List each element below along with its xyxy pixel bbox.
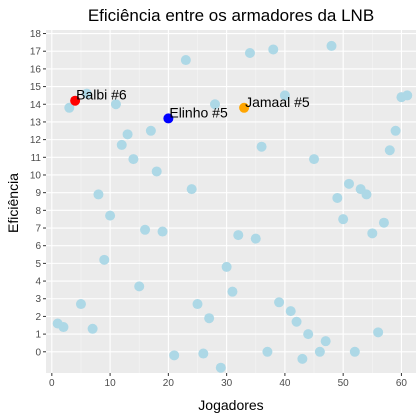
- y-tick-label: 2: [35, 312, 41, 323]
- data-point: [256, 141, 267, 152]
- data-point: [122, 129, 133, 140]
- data-point: [262, 346, 273, 357]
- data-point: [75, 299, 86, 310]
- data-point: [373, 327, 384, 338]
- data-point: [204, 313, 215, 324]
- x-tick-label: 20: [163, 378, 175, 389]
- data-point: [186, 184, 197, 195]
- y-tick-label: 0: [35, 347, 41, 358]
- data-point: [64, 102, 75, 113]
- data-point: [320, 336, 331, 347]
- data-point: [192, 299, 203, 310]
- y-tick-label: 4: [35, 277, 41, 288]
- data-point: [227, 286, 238, 297]
- y-tick-label: 3: [35, 294, 41, 305]
- data-point: [99, 254, 110, 265]
- data-point: [180, 55, 191, 66]
- point-label: Elinho #5: [169, 104, 228, 120]
- data-point: [110, 99, 121, 110]
- plot-panel: [46, 30, 416, 373]
- y-tick-label: 5: [35, 259, 41, 270]
- data-point: [169, 350, 180, 361]
- y-axis-title: Eficiência: [5, 173, 21, 233]
- data-point: [378, 217, 389, 228]
- data-point: [285, 306, 296, 317]
- grid-minor: [80, 30, 373, 373]
- data-point: [297, 353, 308, 364]
- y-tick-label: 1: [35, 330, 41, 341]
- y-tick-label: 17: [30, 47, 42, 58]
- data-point: [244, 47, 255, 58]
- x-tick-label: 10: [105, 378, 117, 389]
- data-point: [105, 210, 116, 221]
- highlighted-point: [163, 113, 174, 124]
- x-axis-ticks: 0 10 20 30 40 50 60: [49, 373, 407, 389]
- point-label: Balbi #6: [76, 87, 127, 103]
- y-tick-label: 15: [30, 82, 42, 93]
- data-point: [361, 189, 372, 200]
- data-point: [279, 90, 290, 101]
- y-tick-label: 11: [31, 153, 42, 164]
- data-point: [349, 346, 360, 357]
- data-point: [343, 178, 354, 189]
- y-tick-label: 12: [30, 135, 42, 146]
- data-point: [116, 139, 127, 150]
- data-point: [128, 154, 139, 165]
- data-point: [250, 233, 261, 244]
- data-point: [326, 40, 337, 51]
- point-labels: Balbi #6 Elinho #5 Jamaal #5: [76, 87, 310, 121]
- x-tick-label: 0: [49, 378, 55, 389]
- data-point: [309, 154, 320, 165]
- data-point: [221, 261, 232, 272]
- y-tick-label: 9: [35, 188, 41, 199]
- chart-title: Eficiência entre os armadores da LNB: [88, 6, 374, 25]
- highlighted-point: [70, 95, 81, 106]
- y-tick-label: 8: [35, 206, 41, 217]
- data-point: [314, 346, 325, 357]
- data-point: [140, 224, 151, 235]
- data-points: [52, 40, 413, 373]
- data-point: [145, 125, 156, 136]
- data-point: [209, 99, 220, 110]
- y-tick-label: 7: [35, 224, 41, 235]
- data-point: [268, 44, 279, 55]
- data-point: [151, 166, 162, 177]
- data-point: [157, 226, 168, 237]
- x-tick-label: 30: [221, 378, 233, 389]
- data-point: [215, 362, 226, 373]
- data-point: [402, 90, 413, 101]
- data-point: [390, 125, 401, 136]
- data-point: [58, 322, 69, 333]
- highlighted-point: [239, 102, 250, 113]
- y-tick-label: 14: [30, 100, 42, 111]
- data-point: [303, 329, 314, 340]
- y-tick-label: 13: [30, 117, 42, 128]
- data-point: [93, 189, 104, 200]
- y-tick-label: 18: [30, 29, 42, 40]
- data-point: [198, 348, 209, 359]
- x-tick-label: 50: [338, 378, 350, 389]
- point-label: Jamaal #5: [245, 94, 310, 110]
- y-tick-label: 16: [30, 64, 42, 75]
- data-point: [134, 281, 145, 292]
- data-point: [233, 230, 244, 241]
- x-tick-label: 60: [396, 378, 408, 389]
- data-point: [338, 214, 349, 225]
- data-point: [81, 88, 92, 99]
- y-tick-label: 6: [35, 241, 41, 252]
- data-point: [367, 228, 378, 239]
- data-point: [87, 323, 98, 334]
- data-point: [332, 192, 343, 203]
- y-tick-label: 10: [30, 170, 42, 181]
- data-point: [291, 316, 302, 327]
- data-point: [274, 297, 285, 308]
- x-axis-title: Jogadores: [198, 397, 263, 413]
- data-point: [384, 145, 395, 156]
- x-tick-label: 40: [279, 378, 291, 389]
